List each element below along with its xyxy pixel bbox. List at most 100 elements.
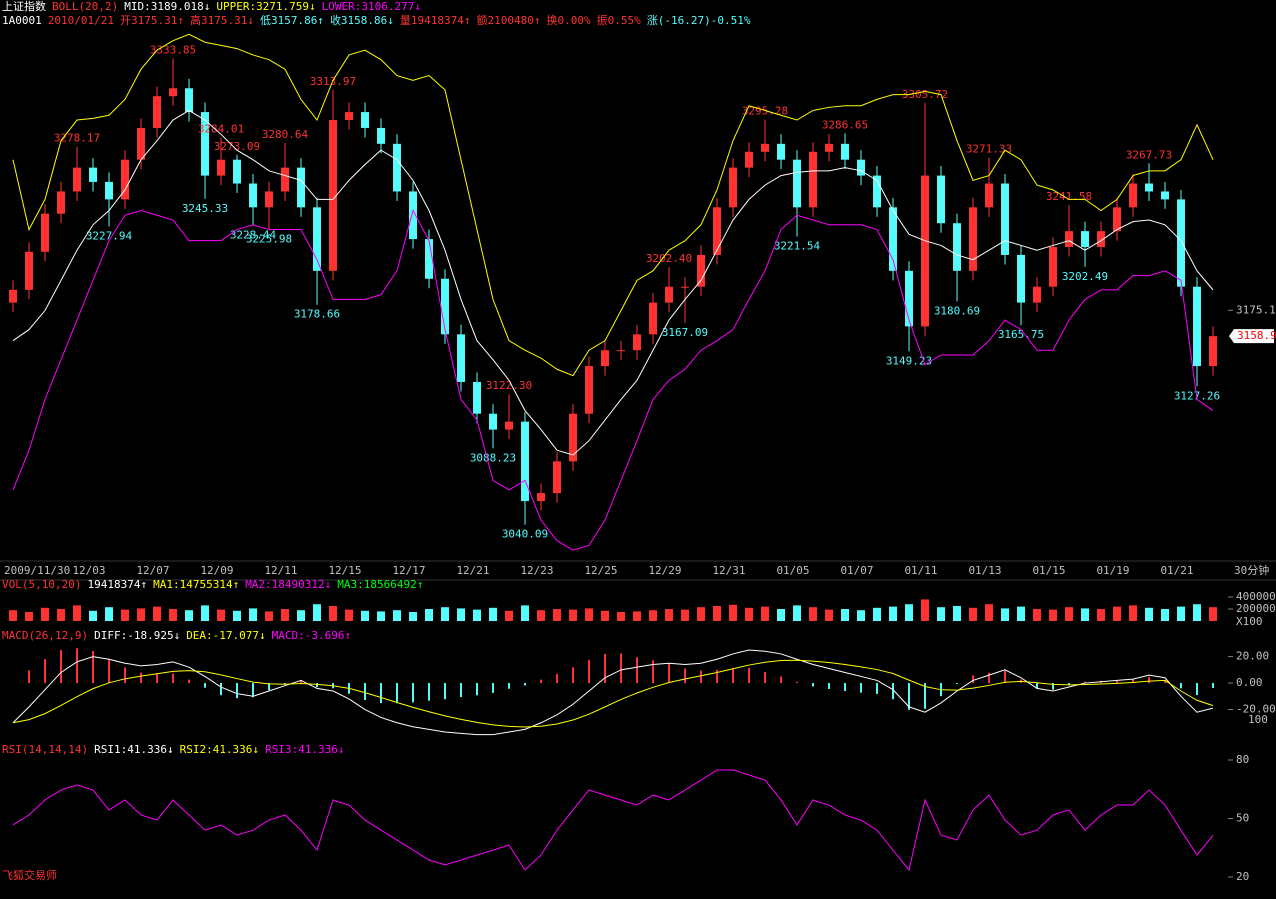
- volume-bar: [761, 606, 769, 621]
- volume-bar: [137, 608, 145, 621]
- low-label: 3088.23: [470, 451, 516, 464]
- band-line: [12, 209, 1214, 551]
- candle-body: [9, 289, 17, 303]
- axis-note: 100: [1248, 713, 1268, 726]
- y-tick-label: 80: [1236, 753, 1249, 766]
- legend: VOL(5,10,20) 19418374↑ MA1:14755314↑ MA2:18…: [2, 578, 423, 591]
- candle-body: [1177, 199, 1185, 287]
- candle-body: [25, 251, 33, 290]
- candle-body: [617, 350, 625, 352]
- volume-bar: [777, 609, 785, 621]
- candle-body: [985, 183, 993, 208]
- candle-body: [841, 143, 849, 160]
- volume-bar: [857, 610, 865, 621]
- x-tick-label: 01/11: [904, 564, 937, 577]
- candle-body: [1033, 286, 1041, 303]
- low-label: 3245.33: [182, 202, 228, 215]
- legend: 上证指数 BOLL(20,2) MID:3189.018↓ UPPER:3271.75…: [2, 0, 421, 13]
- last-price: 3158.9: [1237, 329, 1276, 342]
- high-label: 3241.58: [1046, 190, 1092, 203]
- candle-body: [1209, 336, 1217, 367]
- candle-body: [297, 167, 305, 208]
- candle-body: [1001, 183, 1009, 255]
- legend-item: 量19418374↑: [400, 14, 471, 27]
- volume-bar: [809, 607, 817, 621]
- candle-body: [169, 88, 177, 97]
- candle-body: [1145, 183, 1153, 192]
- candle-body: [921, 175, 929, 327]
- x-tick-label: 12/25: [584, 564, 617, 577]
- legend-item: 1A0001: [2, 14, 42, 27]
- high-label: 3202.40: [646, 252, 692, 265]
- volume-bar: [553, 609, 561, 621]
- legend-item: MA3:18566492↑: [337, 578, 423, 591]
- x-unit: 30分钟: [1234, 563, 1269, 577]
- candle-body: [121, 159, 129, 200]
- candle-body: [281, 167, 289, 192]
- candle-body: [41, 213, 49, 252]
- high-label: 3280.64: [262, 128, 309, 141]
- high-label: 3122.30: [486, 379, 532, 392]
- low-label: 3165.75: [998, 328, 1044, 341]
- high-label: 3333.85: [150, 43, 196, 56]
- volume-bar: [953, 606, 961, 621]
- volume-bar: [969, 607, 977, 621]
- candle-body: [345, 112, 353, 121]
- y-tick-label: 20: [1236, 870, 1249, 883]
- volume-bar: [73, 605, 81, 621]
- candle-body: [713, 207, 721, 255]
- candle-body: [329, 120, 337, 271]
- legend-item: 开3175.31↑: [120, 14, 184, 27]
- volume-bar: [185, 610, 193, 621]
- x-tick-label: 12/03: [72, 564, 105, 577]
- low-label: 3225.98: [246, 233, 292, 246]
- candle-body: [1129, 183, 1137, 208]
- volume-bar: [1209, 607, 1217, 621]
- x-tick-label: 12/07: [136, 564, 169, 577]
- volume-bar: [233, 610, 241, 621]
- volume-bar: [585, 608, 593, 621]
- volume-bar: [601, 610, 609, 621]
- band-line: [12, 109, 1214, 456]
- candle-body: [633, 334, 641, 351]
- low-label: 3040.09: [502, 528, 548, 541]
- low-label: 3221.54: [774, 240, 821, 253]
- volume-bar: [25, 612, 33, 621]
- candle-body: [73, 167, 81, 192]
- volume-bar: [441, 607, 449, 621]
- volume-bar: [9, 610, 17, 621]
- footer: 飞狐交易师: [2, 868, 57, 882]
- volume-bar: [313, 604, 321, 621]
- volume-bar: [169, 609, 177, 621]
- candle-body: [969, 207, 977, 271]
- rsi-line: [12, 769, 1214, 872]
- x-tick-label: 12/09: [200, 564, 233, 577]
- y-tick-label: -20.00: [1236, 703, 1276, 716]
- y-tick-label: 50: [1236, 812, 1249, 825]
- volume-bar: [249, 608, 257, 621]
- volume-bar: [617, 612, 625, 621]
- last-price-box: [1229, 329, 1274, 344]
- volume-bar: [649, 610, 657, 621]
- volume-bar: [1017, 606, 1025, 621]
- legend-item: UPPER:3271.759↓: [216, 0, 315, 13]
- candle-body: [665, 286, 673, 303]
- volume-bar: [217, 609, 225, 621]
- low-label: 3202.49: [1062, 270, 1108, 283]
- low-label: 3227.94: [86, 229, 133, 242]
- candle-body: [313, 207, 321, 271]
- candle-body: [425, 239, 433, 279]
- legend: 1A0001 2010/01/21 开3175.31↑ 高3175.31↓ 低3157.…: [2, 13, 751, 27]
- volume-bar: [745, 607, 753, 621]
- candle-body: [521, 421, 529, 502]
- legend-item: 19418374↑: [87, 578, 147, 591]
- candle-body: [553, 461, 561, 494]
- legend-item: RSI2:41.336↓: [180, 743, 259, 756]
- volume-bar: [713, 606, 721, 621]
- volume-bar: [633, 611, 641, 621]
- legend-item: LOWER:3106.277↓: [322, 0, 421, 13]
- volume-bar: [297, 610, 305, 621]
- volume-bar: [489, 607, 497, 621]
- legend-item: MID:3189.018↓: [124, 0, 210, 13]
